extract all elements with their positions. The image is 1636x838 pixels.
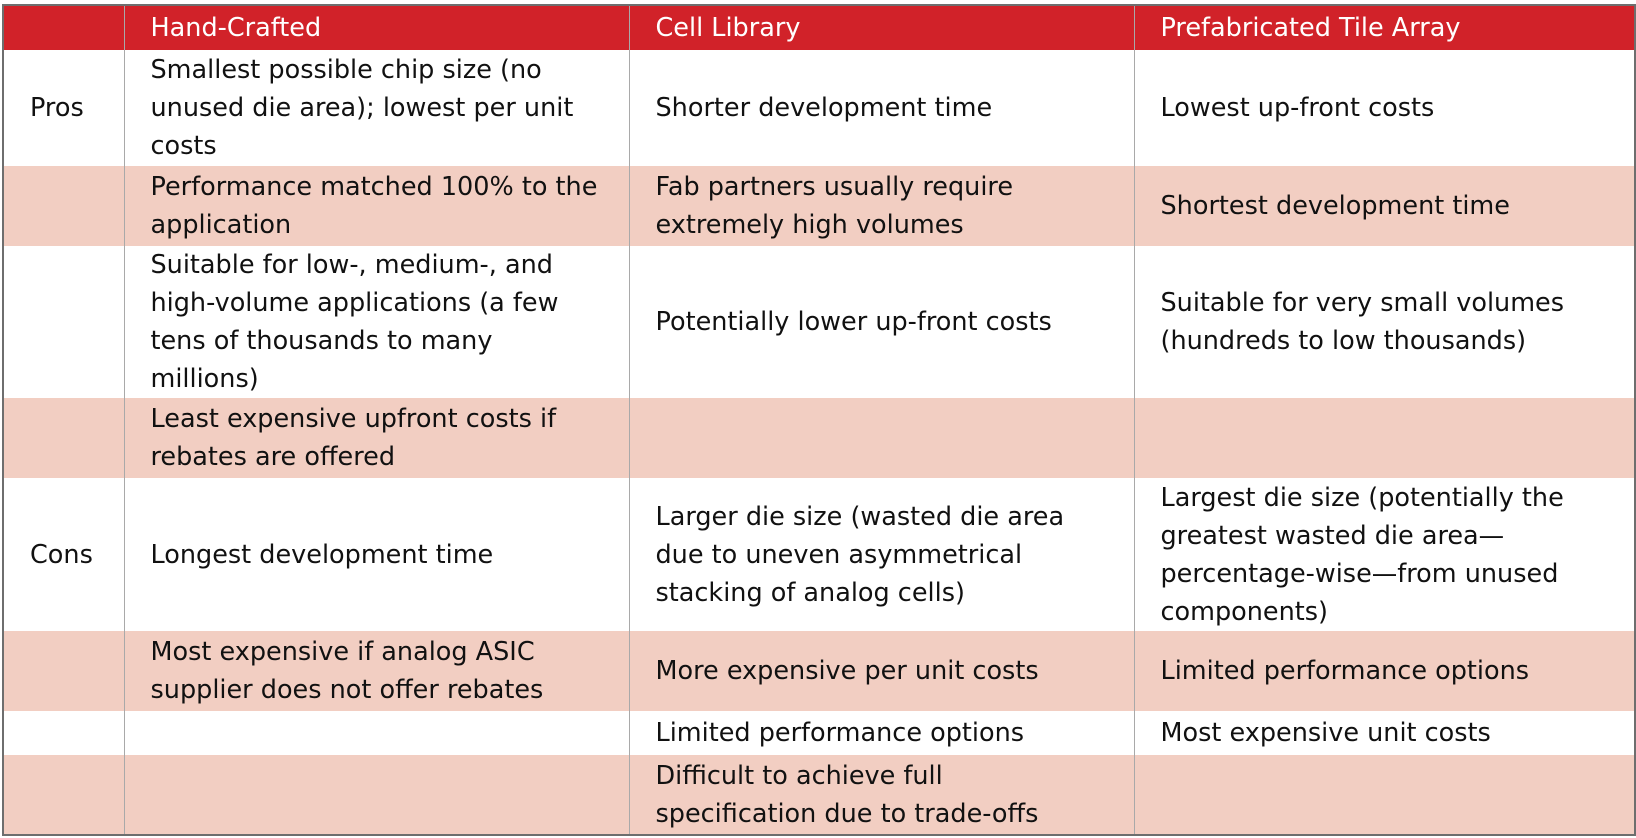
table-cell: More expensive per unit costs (628, 631, 1135, 711)
table-cell: Fab partners usually require extremely h… (628, 166, 1135, 246)
row-label (2, 166, 125, 246)
header-prefabricated-tile-array: Prefabricated Tile Array (1133, 5, 1636, 50)
table-cell (1133, 398, 1636, 478)
table-row: Limited performance options Most expensi… (2, 711, 1636, 755)
table-cell: Longest development time (123, 478, 630, 631)
table-cell: Difficult to achieve full specification … (628, 755, 1135, 835)
table-cell: Shortest development time (1133, 166, 1636, 246)
header-row: Hand-Crafted Cell Library Prefabricated … (2, 5, 1636, 50)
row-label (2, 711, 125, 755)
table-cell (628, 398, 1135, 478)
table-cell (123, 711, 630, 755)
row-label (2, 398, 125, 478)
table-row: Pros Smallest possible chip size (no unu… (2, 50, 1636, 166)
table-row: Cons Longest development time Larger die… (2, 478, 1636, 631)
asic-approach-comparison-table: Hand-Crafted Cell Library Prefabricated … (2, 4, 1636, 836)
table-row: Least expensive upfront costs if rebates… (2, 398, 1636, 478)
table-cell: Limited performance options (628, 711, 1135, 755)
table-cell: Suitable for very small volumes (hundred… (1133, 246, 1636, 398)
table-row: Suitable for low-, medium-, and high-vol… (2, 246, 1636, 398)
table-cell (123, 755, 630, 835)
row-label-cons: Cons (2, 478, 125, 631)
comparison-table-container: Hand-Crafted Cell Library Prefabricated … (2, 4, 1636, 836)
table-row: Difficult to achieve full specification … (2, 755, 1636, 835)
table-row: Most expensive if analog ASIC supplier d… (2, 631, 1636, 711)
row-label (2, 755, 125, 835)
row-label-pros: Pros (2, 50, 125, 166)
header-hand-crafted: Hand-Crafted (123, 5, 630, 50)
table-cell: Most expensive unit costs (1133, 711, 1636, 755)
table-cell: Lowest up-front costs (1133, 50, 1636, 166)
row-label (2, 246, 125, 398)
header-cell-library: Cell Library (628, 5, 1135, 50)
table-row: Performance matched 100% to the applicat… (2, 166, 1636, 246)
row-label (2, 631, 125, 711)
header-corner-cell (2, 5, 125, 50)
table-cell: Larger die size (wasted die area due to … (628, 478, 1135, 631)
table-cell: Least expensive upfront costs if rebates… (123, 398, 630, 478)
table-cell: Performance matched 100% to the applicat… (123, 166, 630, 246)
table-cell (1133, 755, 1636, 835)
table-cell: Suitable for low-, medium-, and high-vol… (123, 246, 630, 398)
table-cell: Most expensive if analog ASIC supplier d… (123, 631, 630, 711)
table-cell: Shorter development time (628, 50, 1135, 166)
table-cell: Smallest possible chip size (no unused d… (123, 50, 630, 166)
table-cell: Largest die size (potentially the greate… (1133, 478, 1636, 631)
table-cell: Limited performance options (1133, 631, 1636, 711)
table-cell: Potentially lower up-front costs (628, 246, 1135, 398)
